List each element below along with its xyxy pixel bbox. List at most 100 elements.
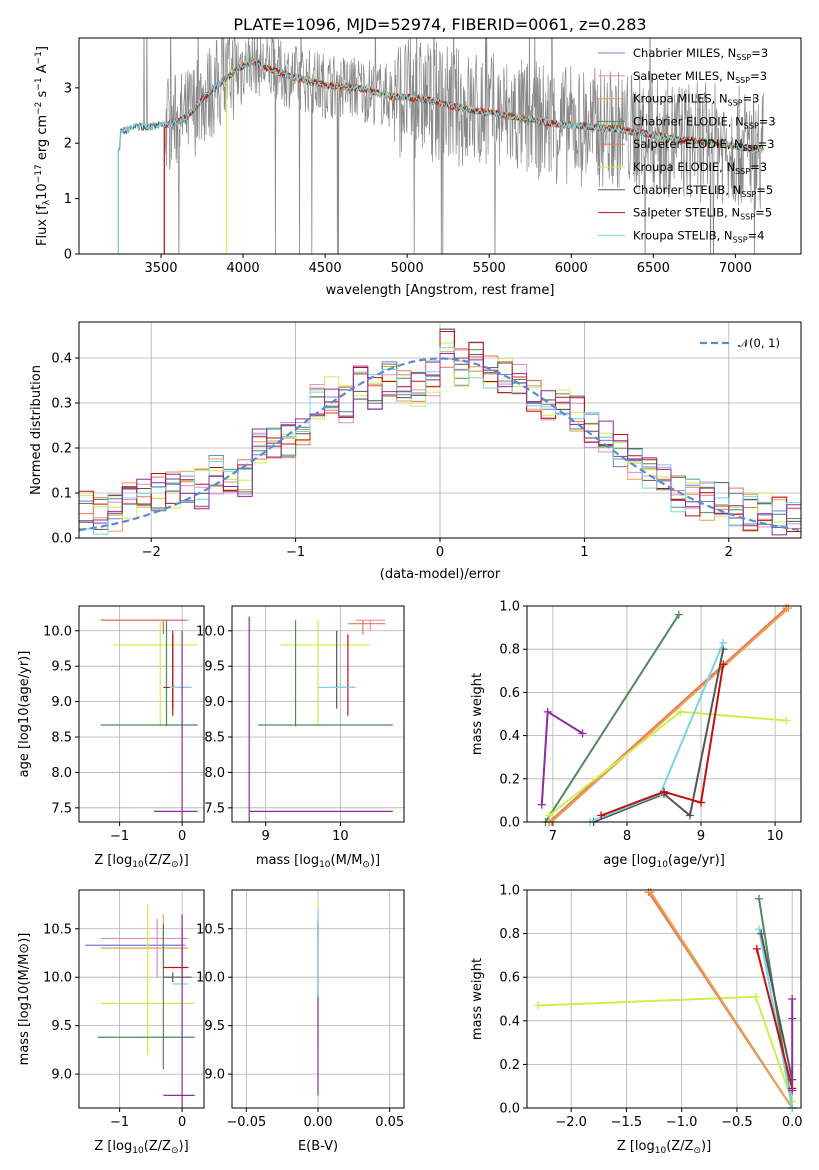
y-axis-label: Normed distribution <box>29 365 44 495</box>
y-tick-label: 9.0 <box>51 1068 72 1083</box>
legend-entry: Chabrier STELIB, NSSP=5 <box>633 183 773 199</box>
x-axis-label: wavelength [Angstrom, rest frame] <box>326 283 555 298</box>
x-tick-label: 2 <box>725 545 733 560</box>
data-point-marker <box>752 944 761 953</box>
y-tick-label: 0.6 <box>499 971 520 986</box>
x-tick-label: −0.05 <box>226 1115 266 1130</box>
x-tick-label: 0.05 <box>375 1115 404 1130</box>
y-tick-label: 8.5 <box>51 731 72 746</box>
axis-label-part: 10 <box>35 183 50 200</box>
axis-label-part: mass [log <box>256 853 319 868</box>
x-tick-label: 0 <box>436 545 444 560</box>
series-line <box>540 710 584 805</box>
series-line <box>758 929 794 1108</box>
x-tick-label: 5000 <box>391 261 424 276</box>
y-tick-label: 0.3 <box>51 397 72 412</box>
observed-spectrum-line <box>118 38 764 254</box>
axis-label-part: 10 <box>319 860 331 870</box>
axis-label: Z [log10(Z/Z⊙)] <box>94 1139 188 1156</box>
x-tick-label: 9 <box>697 829 705 844</box>
data-point-marker <box>685 811 694 820</box>
legend-name: Kroupa ELODIE, N <box>633 160 735 174</box>
x-tick-label: 7 <box>549 829 557 844</box>
y-tick-label: 0.0 <box>499 816 520 831</box>
data-point-marker <box>545 811 554 820</box>
y-tick-label: 9.0 <box>51 695 72 710</box>
legend-sub: SSP <box>728 99 743 108</box>
series-line <box>760 933 794 1080</box>
x-tick-label: −1 <box>110 829 129 844</box>
axes-frame <box>78 37 802 255</box>
histogram-step <box>79 353 801 538</box>
axis-label-part: ⊙ <box>171 1146 179 1156</box>
axis-label-part: −1 <box>34 51 44 64</box>
legend-val: =3 <box>758 137 775 151</box>
legend-name: Salpeter MILES, N <box>633 69 735 83</box>
y-tick-label: 0.4 <box>499 1014 520 1029</box>
data-point-marker <box>578 729 587 738</box>
legend-sub: SSP <box>733 235 748 244</box>
series-line <box>544 614 680 822</box>
x-tick-label: 5500 <box>473 261 506 276</box>
x-tick-label: −1.0 <box>666 1115 698 1130</box>
axis-label-part: )] <box>179 1139 189 1154</box>
axis-label-part: ⊙ <box>362 860 370 870</box>
y-tick-label: 1 <box>64 192 72 207</box>
y-tick-label: 9.5 <box>51 1019 72 1034</box>
x-tick-label: 10 <box>767 829 784 844</box>
x-tick-label: −1 <box>286 545 305 560</box>
y-tick-label: 0.0 <box>51 532 72 547</box>
legend-val: =5 <box>756 183 773 197</box>
data-point-marker <box>782 716 791 725</box>
x-tick-label: −2 <box>142 545 161 560</box>
axis-label-part: (Z/Z <box>666 1139 693 1154</box>
data-point-marker <box>784 604 793 613</box>
mass-vs-ebv-panel: −0.05 0.00 0.05 9.0 9.5 10.0 10.5 E(B-V) <box>196 889 405 1154</box>
x-tick-label: 0 <box>178 1115 186 1130</box>
series-line <box>600 664 725 817</box>
residual-histogram-panel: −2 −1 0 1 2 0.0 0.1 0.2 0.3 0.4 𝒩(0, 1) (data-model… <box>29 321 802 582</box>
data-point-marker <box>534 1001 543 1010</box>
legend-sub: SSP <box>736 53 751 62</box>
x-axis-label: (data-model)/error <box>380 567 501 582</box>
axis-label-part: ⊙ <box>693 1146 701 1156</box>
series-line <box>550 607 790 822</box>
axis-label-part: ⊙ <box>171 860 179 870</box>
y-tick-label: 0.8 <box>499 927 520 942</box>
y-tick-label: 7.5 <box>204 801 225 816</box>
legend-entry: Kroupa ELODIE, NSSP=3 <box>633 160 767 176</box>
series-line <box>548 710 787 817</box>
data-point-marker <box>755 894 764 903</box>
legend-sub: SSP <box>735 167 750 176</box>
legend-sub: SSP <box>744 121 759 130</box>
axis-label-part: 10 <box>656 860 668 870</box>
axes-frame <box>78 321 802 539</box>
x-axis-label: E(B-V) <box>298 1139 338 1154</box>
axis-label-part: −1 <box>34 77 44 90</box>
legend-entry: Kroupa STELIB, NSSP=4 <box>633 228 764 244</box>
data-point-marker <box>660 787 668 796</box>
y-tick-label: 10.5 <box>196 922 225 937</box>
series-line <box>755 948 794 1089</box>
y-tick-label: 0.2 <box>499 772 520 787</box>
legend-val: =5 <box>755 206 772 220</box>
axis-label-part: −17 <box>34 164 44 183</box>
y-tick-label: 0.0 <box>499 1102 520 1117</box>
series-line <box>593 649 725 822</box>
y-tick-label: 7.5 <box>51 801 72 816</box>
data-point-marker <box>676 707 685 716</box>
data-point-marker <box>719 660 728 669</box>
axis-label-part: 10 <box>132 860 144 870</box>
axis-label-part: )] <box>179 853 189 868</box>
y-tick-label: 8.0 <box>51 766 72 781</box>
axis-label-part: erg cm <box>35 115 50 164</box>
legend-val: =3 <box>743 92 760 106</box>
x-tick-label: 10 <box>332 829 349 844</box>
x-tick-label: −0.5 <box>721 1115 753 1130</box>
y-tick-label: 9.0 <box>204 695 225 710</box>
axis-label-part: (Z/Z <box>144 1139 171 1154</box>
legend-val: =4 <box>748 228 765 242</box>
legend-sub: SSP <box>741 190 756 199</box>
data-point-marker <box>543 707 552 716</box>
